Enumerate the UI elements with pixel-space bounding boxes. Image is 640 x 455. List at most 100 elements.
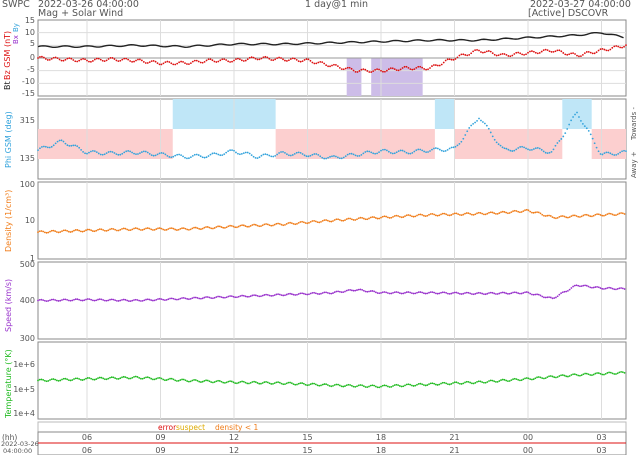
speed-point <box>71 299 74 302</box>
density-point <box>182 227 185 230</box>
speed-point <box>599 287 602 289</box>
density-point <box>609 212 612 215</box>
density-point <box>71 230 74 233</box>
density-point <box>452 213 454 215</box>
phi-point <box>511 150 514 152</box>
mag-tick-neg5: -5 <box>27 65 35 74</box>
phi-point <box>581 122 584 125</box>
speed-point <box>407 291 410 293</box>
temperature-point <box>249 381 252 384</box>
speed-point <box>146 298 149 301</box>
temperature-point <box>416 383 418 386</box>
speed-point <box>539 294 542 297</box>
density-point <box>186 228 189 231</box>
speed-point <box>182 297 185 299</box>
phi-point <box>154 154 157 157</box>
bz-point <box>327 65 329 68</box>
temperature-point <box>412 385 415 387</box>
speed-point <box>222 296 225 299</box>
bz-point <box>135 59 137 62</box>
phi-point <box>354 154 357 157</box>
density-point <box>47 231 50 234</box>
bz-point <box>74 60 77 63</box>
phi-point <box>454 145 457 148</box>
speed-point <box>345 289 348 292</box>
speed-point <box>237 295 240 298</box>
phi-point <box>54 142 57 145</box>
temperature-point <box>368 385 370 388</box>
temperature-point <box>565 375 568 378</box>
density-point <box>541 213 544 216</box>
phi-point <box>587 130 590 132</box>
phi-point <box>513 149 516 152</box>
bz-point <box>331 64 333 67</box>
time-tick-bottom: 21 <box>449 446 459 455</box>
bz-point <box>578 55 580 58</box>
speed-point <box>105 299 108 302</box>
temperature-point <box>501 378 504 381</box>
temperature-point <box>457 382 460 384</box>
bz-point <box>95 57 98 60</box>
temperature-point <box>410 384 413 387</box>
temperature-point <box>431 382 434 385</box>
temperature-point <box>153 378 156 381</box>
phi-point <box>521 145 524 148</box>
density-point <box>392 216 394 218</box>
bz-point <box>305 58 308 60</box>
speed-point <box>64 298 67 301</box>
speed-point <box>388 292 391 295</box>
speed-point <box>57 300 60 302</box>
speed-point <box>378 292 381 295</box>
density-point <box>320 220 322 223</box>
phi-point <box>287 154 290 157</box>
temperature-point <box>282 383 285 386</box>
bz-point <box>117 60 120 63</box>
temperature-point <box>138 377 141 379</box>
phi-point <box>331 155 333 158</box>
temperature-point <box>513 377 516 380</box>
speed-point <box>176 298 178 301</box>
density-point <box>558 215 561 218</box>
density-point <box>419 213 422 216</box>
speed-point <box>261 294 264 297</box>
bz-point <box>464 54 467 56</box>
density-point <box>603 214 605 217</box>
speed-point <box>383 291 386 293</box>
density-point <box>122 227 125 230</box>
phi-point <box>505 147 508 150</box>
temperature-point <box>561 374 564 376</box>
phi-point <box>433 147 435 150</box>
density-point <box>191 227 194 230</box>
speed-point <box>321 292 324 294</box>
density-point <box>352 219 355 221</box>
phi-point <box>286 153 288 156</box>
bz-point <box>280 57 282 59</box>
speed-point <box>585 284 588 287</box>
phi-point <box>139 152 141 155</box>
temperature-point <box>560 374 562 377</box>
density-point <box>242 224 245 227</box>
bz-point <box>509 55 512 58</box>
bz-point <box>409 68 412 71</box>
phi-point <box>509 149 512 152</box>
density-point <box>464 212 466 215</box>
speed-point <box>225 296 228 299</box>
phi-point <box>107 151 110 153</box>
density-point <box>493 212 496 215</box>
phi-point <box>117 153 120 156</box>
temperature-point <box>515 378 518 380</box>
phi-point <box>199 155 202 158</box>
bz-point <box>101 59 104 62</box>
phi-point <box>403 150 406 153</box>
density-point <box>553 217 556 219</box>
speed-point <box>227 295 230 298</box>
temperature-point <box>275 381 278 384</box>
temperature-point <box>544 377 547 379</box>
phi-point <box>268 154 271 157</box>
speed-point <box>152 299 154 302</box>
temperature-point <box>294 383 297 386</box>
speed-point <box>268 294 271 297</box>
speed-point <box>621 287 624 290</box>
temperature-point <box>179 379 182 381</box>
density-point <box>474 213 477 216</box>
